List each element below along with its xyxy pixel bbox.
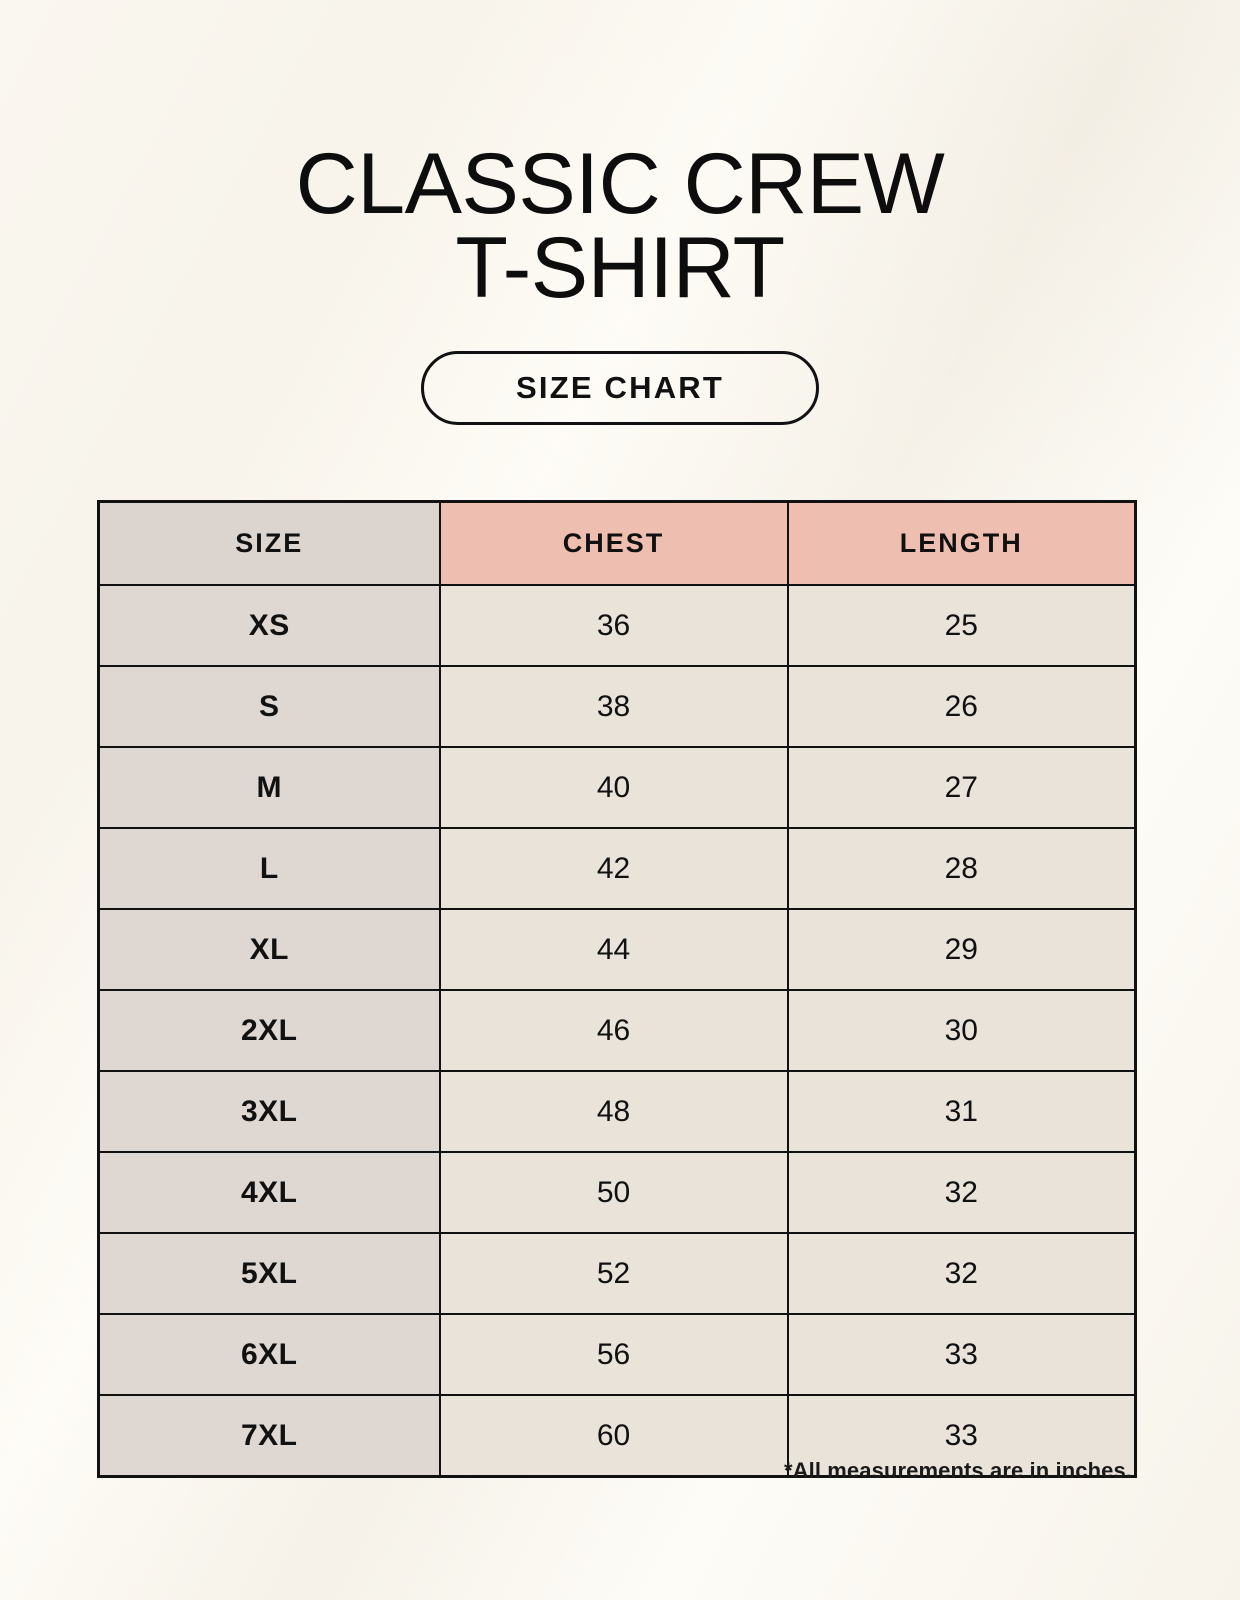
cell-length: 32 [786,1232,1137,1315]
cell-size: 6XL [97,1313,441,1396]
size-chart-table-container: SIZE CHEST LENGTH XS 36 25 S 38 26 M [97,500,1137,1478]
cell-size: XS [97,584,441,667]
table-row: 5XL 52 32 [97,1232,1137,1315]
cell-chest: 38 [438,665,789,748]
badge-container: SIZE CHART [0,351,1240,425]
cell-chest: 46 [438,989,789,1072]
table-header: SIZE CHEST LENGTH [97,500,1137,586]
table-body: XS 36 25 S 38 26 M 40 27 L 42 28 [97,584,1137,1478]
cell-size: 5XL [97,1232,441,1315]
table-row: 2XL 46 30 [97,989,1137,1072]
table-row: 7XL 60 33 [97,1394,1137,1478]
cell-size: M [97,746,441,829]
column-header-length: LENGTH [786,500,1137,586]
cell-chest: 48 [438,1070,789,1153]
measurements-footnote: *All measurements are in inches. [783,1458,1132,1483]
cell-length: 26 [786,665,1137,748]
cell-chest: 44 [438,908,789,991]
table-row: 4XL 50 32 [97,1151,1137,1234]
cell-chest: 60 [438,1394,789,1478]
cell-size: 7XL [97,1394,441,1478]
cell-size: S [97,665,441,748]
size-chart-badge: SIZE CHART [421,351,819,425]
cell-chest: 50 [438,1151,789,1234]
cell-length: 33 [786,1394,1137,1478]
cell-size: 2XL [97,989,441,1072]
cell-chest: 56 [438,1313,789,1396]
table-row: XL 44 29 [97,908,1137,991]
cell-chest: 40 [438,746,789,829]
cell-chest: 42 [438,827,789,910]
page-title: CLASSIC CREW T-SHIRT [295,135,945,316]
table-row: L 42 28 [97,827,1137,910]
table-row: XS 36 25 [97,584,1137,667]
column-header-chest: CHEST [438,500,789,586]
cell-length: 32 [786,1151,1137,1234]
cell-size: XL [97,908,441,991]
column-header-size: SIZE [97,500,441,586]
cell-length: 29 [786,908,1137,991]
table-row: 6XL 56 33 [97,1313,1137,1396]
table-row: 3XL 48 31 [97,1070,1137,1153]
cell-length: 27 [786,746,1137,829]
cell-chest: 52 [438,1232,789,1315]
cell-length: 33 [786,1313,1137,1396]
cell-length: 30 [786,989,1137,1072]
cell-length: 31 [786,1070,1137,1153]
size-chart-table: SIZE CHEST LENGTH XS 36 25 S 38 26 M [97,500,1137,1478]
table-header-row: SIZE CHEST LENGTH [97,500,1137,586]
cell-size: L [97,827,441,910]
cell-length: 28 [786,827,1137,910]
cell-size: 4XL [97,1151,441,1234]
cell-size: 3XL [97,1070,441,1153]
cell-length: 25 [786,584,1137,667]
table-row: S 38 26 [97,665,1137,748]
table-row: M 40 27 [97,746,1137,829]
cell-chest: 36 [438,584,789,667]
